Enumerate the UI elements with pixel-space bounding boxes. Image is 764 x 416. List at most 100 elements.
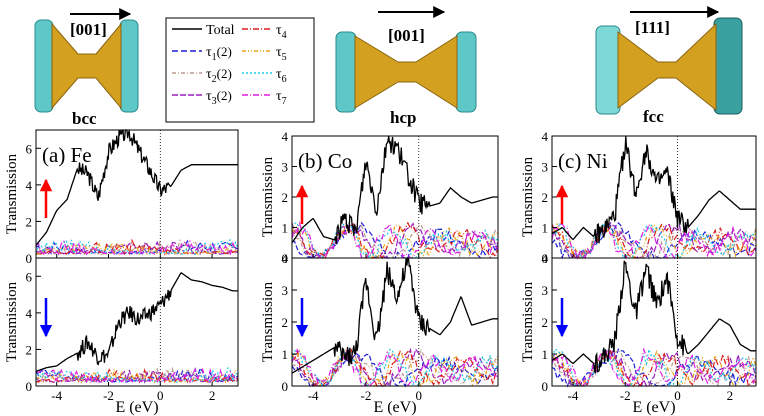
channel-t6-curve (551, 221, 757, 260)
y-tick-label: 2 (26, 214, 33, 229)
y-tick-label: 4 (26, 178, 33, 193)
channel-t7-curve (35, 239, 239, 256)
channel-t5-curve (551, 350, 757, 388)
x-tick-label: 0 (674, 388, 681, 403)
y-axis-label: Transmission (4, 153, 20, 234)
legend-label: τ5 (276, 45, 287, 63)
channel-t4-curve (35, 238, 238, 256)
structure-hcp: [001] hcp (335, 6, 477, 127)
x-axis-label: E (eV) (115, 399, 158, 416)
y-axis-label: Transmission (260, 156, 276, 237)
channel-t3-curve (291, 347, 499, 388)
nanowire-image (335, 31, 477, 113)
y-tick-label: 3 (542, 283, 549, 298)
y-tick-label: 4 (542, 251, 549, 266)
y-tick-label: 0 (26, 379, 33, 394)
panel-label: (b) Co (298, 149, 352, 173)
axes-frame (291, 257, 499, 387)
lattice-label: bcc (72, 109, 97, 128)
legend-entry-t7: τ7 (242, 89, 287, 107)
legend-entry-total: Total (172, 23, 235, 38)
x-tick-label: 0 (157, 388, 164, 403)
legend-box (165, 17, 315, 123)
direction-label: [111] (635, 18, 670, 37)
y-tick-label: 2 (542, 315, 549, 330)
legend-entry-t5: τ5 (242, 45, 287, 63)
panels: 0 2 4 6 0 2 4 6 (a) Fe -4 -2 0 2 E (eV) Transmission Tr… (4, 128, 757, 416)
legend-entry-t4: τ4 (242, 23, 287, 41)
legend-label: Total (206, 23, 235, 38)
channel-t7-curve (291, 348, 499, 387)
total-transmission-curve (35, 128, 238, 246)
panel-label: (c) Ni (558, 149, 608, 173)
channel-t7-curve (35, 367, 239, 384)
y-tick-label: 1 (542, 221, 549, 236)
y-tick-label: 3 (542, 160, 549, 175)
channel-t4-curve (551, 223, 757, 259)
y-tick-label: 0 (282, 251, 289, 266)
legend-label: τ6 (276, 67, 287, 85)
y-tick-label: 3 (282, 160, 289, 175)
channel-t3-curve (551, 346, 757, 388)
y-tick-label: 2 (26, 342, 33, 357)
nanowire-image (595, 17, 743, 115)
nanowire-image (34, 19, 139, 113)
y-tick-label: 0 (26, 251, 33, 266)
channel-t6-curve (291, 348, 499, 388)
total-transmission-curve (35, 271, 238, 373)
channel-t2-curve (551, 224, 757, 260)
subplot-spin_down: 0 1 2 3 4 (282, 251, 499, 394)
structure-bcc: [001] bcc (34, 8, 139, 128)
subplot-spin_down: 0 1 2 3 4 (542, 251, 757, 394)
x-tick-label: 0 (416, 388, 423, 403)
y-axis-label: Transmission (4, 281, 20, 362)
axes-frame (35, 257, 239, 387)
y-tick-label: 1 (282, 347, 289, 362)
legend-label: τ7 (276, 89, 287, 107)
y-tick-label: 6 (26, 269, 33, 284)
y-axis-label: Transmission (520, 156, 536, 237)
lattice-label: fcc (643, 107, 664, 126)
x-tick-label: 2 (209, 388, 216, 403)
subplot-spin_down: 0 2 4 6 (26, 257, 239, 394)
y-tick-label: 4 (26, 306, 33, 321)
legend-entry-t6: τ6 (242, 67, 287, 85)
channel-t7-curve (551, 347, 757, 388)
total-transmission-curve (291, 257, 498, 374)
y-tick-label: 1 (542, 347, 549, 362)
x-tick-label: -2 (103, 388, 114, 403)
direction-label: [001] (388, 26, 425, 45)
y-tick-label: 0 (282, 379, 289, 394)
y-tick-label: 0 (542, 379, 549, 394)
x-tick-label: -4 (308, 388, 319, 403)
x-tick-label: 2 (727, 388, 734, 403)
x-axis-label: E (eV) (632, 399, 675, 416)
channel-t2-curve (291, 347, 499, 387)
channel-t6-curve (551, 347, 757, 388)
x-axis-label: E (eV) (373, 399, 416, 416)
subplot-spin_up: 0 1 2 3 4 (282, 129, 499, 266)
channel-t7-curve (291, 220, 499, 259)
y-tick-label: 4 (542, 129, 549, 144)
channel-t7-curve (551, 222, 757, 260)
channel-t1-curve (551, 348, 757, 388)
direction-label: [001] (70, 20, 107, 39)
x-tick-label: -2 (620, 388, 631, 403)
y-tick-label: 1 (282, 221, 289, 236)
y-tick-label: 3 (282, 283, 289, 298)
total-transmission-curve (291, 135, 498, 245)
y-axis-label: Transmission (260, 281, 276, 362)
lattice-label: hcp (390, 108, 416, 127)
panel-1: 0 2 4 6 0 2 4 6 (a) Fe -4 -2 0 2 E (eV) Transmission Tr… (4, 128, 239, 416)
structure-fcc: [111] fcc (595, 6, 743, 126)
legend-label: τ4 (276, 23, 287, 41)
y-tick-label: 2 (542, 190, 549, 205)
y-tick-label: 0 (542, 251, 549, 266)
y-axis-label: Transmission (520, 281, 536, 362)
x-tick-label: -2 (361, 388, 372, 403)
channel-t6-curve (291, 222, 499, 260)
channel-t4-curve (291, 221, 499, 260)
